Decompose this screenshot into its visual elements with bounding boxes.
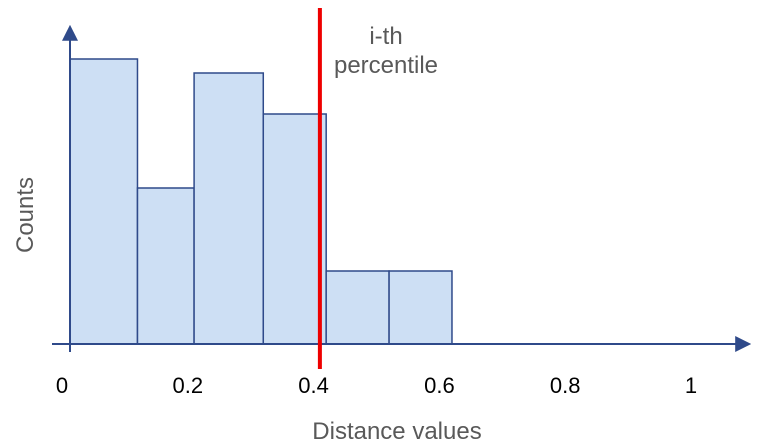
percentile-label-line1: i-th [369,23,402,50]
histogram-bar-5 [325,270,390,345]
histogram-bar-3 [193,72,265,345]
histogram-bar-1 [69,58,139,345]
x-tick-label-1: 0.2 [173,373,204,398]
histogram-bar-6 [388,270,453,345]
x-tick-label-2: 0.4 [298,373,329,398]
x-tick-labels: 0 0.2 0.4 0.6 0.8 1 [56,373,697,398]
x-axis-title: Distance values [312,418,481,445]
histogram-bars [69,58,453,345]
percentile-label-line2: percentile [334,52,438,79]
y-axis-title: Counts [12,177,39,253]
x-tick-label-5: 1 [685,373,697,398]
x-tick-label-3: 0.6 [424,373,455,398]
x-tick-label-0: 0 [56,373,68,398]
histogram-bar-2 [136,187,195,345]
x-tick-label-4: 0.8 [550,373,581,398]
histogram-bar-4 [262,113,327,345]
